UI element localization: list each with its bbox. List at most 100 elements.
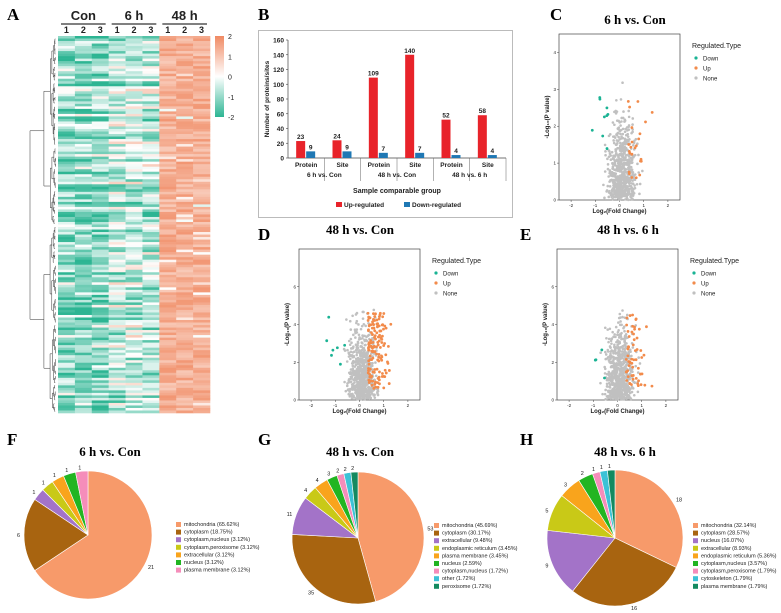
- heatmap-cell: [159, 201, 177, 205]
- heatmap-cell: [74, 171, 93, 175]
- heatmap-cell: [91, 86, 109, 90]
- heatmap-cell: [142, 342, 160, 346]
- heatmap-cell: [142, 78, 160, 82]
- volcano-point-up: [367, 381, 371, 385]
- heatmap-cell: [91, 214, 109, 218]
- heatmap-cell: [176, 128, 194, 132]
- heatmap-cell: [74, 116, 93, 120]
- heatmap-cell: [74, 392, 93, 396]
- heatmap-cell: [74, 254, 93, 258]
- heatmap-cell: [176, 382, 194, 386]
- heatmap-cell: [108, 191, 126, 195]
- heatmap-cell: [159, 410, 177, 414]
- heatmap-cell: [193, 382, 211, 386]
- heatmap-cell: [125, 149, 143, 152]
- volcano-point-none: [371, 361, 374, 365]
- volcano-point-none: [360, 367, 363, 371]
- heatmap-cell: [193, 392, 211, 396]
- volcano-point-none: [366, 383, 369, 386]
- volcano-point-none: [622, 370, 626, 374]
- heatmap-cell: [193, 151, 211, 155]
- heatmap-cell: [193, 48, 211, 52]
- panel-label-c: C: [550, 5, 563, 24]
- volcano-point-none: [617, 316, 621, 320]
- heatmap-cell: [142, 131, 160, 135]
- heatmap-cell: [74, 83, 93, 87]
- heatmap-cell: [58, 78, 76, 82]
- panel-label-e: E: [520, 225, 532, 244]
- heatmap-cell: [108, 345, 126, 348]
- volcano-point-none: [605, 382, 609, 386]
- pie-legend-label: cytoplasm,nucleus (3.12%): [184, 537, 250, 543]
- heatmap-cell: [58, 196, 76, 200]
- volcano-point-down: [605, 106, 609, 110]
- volcano-point-none: [608, 191, 612, 195]
- heatmap-cell: [91, 249, 109, 253]
- heatmap-cell: [91, 171, 109, 175]
- heatmap-cell: [74, 395, 93, 399]
- heatmap-cell: [142, 239, 160, 243]
- volcano-point-down: [590, 128, 594, 132]
- heatmap-cell: [58, 342, 76, 346]
- heatmap-cell: [91, 131, 109, 135]
- pie-slice-count: 11: [287, 512, 293, 518]
- heatmap-cell: [74, 118, 93, 122]
- heatmap-cell: [108, 252, 126, 255]
- volcano-point-none: [623, 335, 627, 338]
- volcano-point-none: [623, 179, 627, 183]
- heatmap-cell: [142, 380, 160, 384]
- heatmap-cell: [91, 164, 109, 167]
- heatmap-cell: [91, 284, 109, 288]
- dendrogram-branch: [53, 243, 56, 249]
- volcano-point-none: [357, 396, 360, 399]
- heatmap-cell: [193, 209, 211, 213]
- heatmap-cell: [142, 174, 160, 178]
- volcano-point-down: [335, 346, 339, 350]
- volcano-point-none: [615, 133, 619, 137]
- heatmap-cell: [193, 387, 211, 391]
- heatmap-cell: [159, 46, 177, 49]
- heatmap-cell: [142, 171, 160, 175]
- volcano-point-none: [616, 142, 619, 145]
- volcano-point-none: [362, 364, 366, 367]
- volcano-point-none: [606, 184, 610, 188]
- volcano-y-axis-label: -Log₁₀(P value): [285, 303, 291, 346]
- heatmap-cell: [159, 181, 177, 185]
- heatmap-cell: [58, 407, 76, 411]
- heatmap-cell: [74, 186, 93, 190]
- heatmap-cell: [125, 86, 143, 90]
- heatmap-cell: [74, 267, 93, 271]
- heatmap-cell: [74, 106, 93, 110]
- pie-legend-label: cytoplasm (30.17%): [442, 531, 491, 537]
- heatmap-cell: [176, 234, 194, 238]
- volcano-point-none: [354, 391, 358, 395]
- heatmap-cell: [58, 274, 76, 278]
- heatmap-cell: [142, 53, 160, 57]
- volcano-point-up: [380, 341, 384, 344]
- heatmap-cell: [125, 244, 143, 248]
- heatmap-cell: [142, 161, 160, 165]
- volcano-point-none: [607, 381, 611, 385]
- heatmap-cell: [125, 342, 143, 346]
- volcano-point-up: [637, 379, 640, 383]
- heatmap-cell: [193, 322, 211, 326]
- heatmap-cell: [142, 204, 160, 208]
- heatmap-cell: [74, 314, 93, 318]
- heatmap-cell: [108, 174, 126, 178]
- volcano-point-none: [614, 325, 618, 329]
- volcano-point-none: [608, 150, 611, 153]
- heatmap-cell: [193, 66, 211, 69]
- volcano-point-none: [624, 363, 628, 367]
- pie-slice: [357, 471, 425, 602]
- heatmap-cell: [91, 380, 109, 384]
- heatmap-cell: [74, 345, 93, 348]
- volcano-legend-label: Up: [703, 67, 711, 73]
- volcano-point-none: [608, 185, 612, 188]
- heatmap-cell: [108, 211, 126, 215]
- heatmap-cell: [125, 332, 143, 336]
- heatmap-cell: [125, 282, 143, 286]
- heatmap-cell: [58, 116, 76, 120]
- volcano-point-none: [604, 153, 607, 157]
- heatmap-cell: [176, 146, 194, 150]
